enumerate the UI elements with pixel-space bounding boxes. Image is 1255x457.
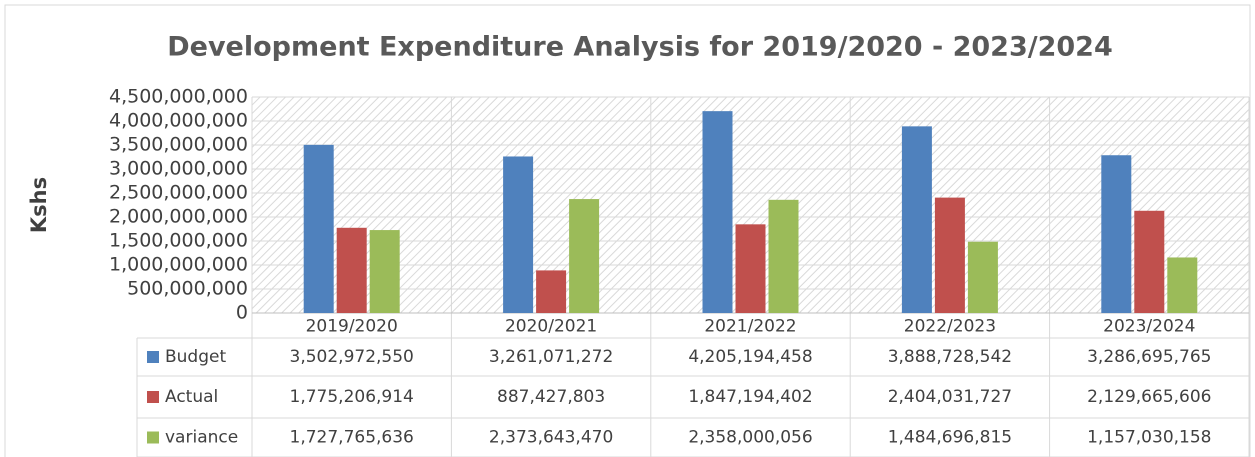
legend-label: Actual [165, 387, 218, 407]
table-value: 1,484,696,815 [888, 428, 1012, 448]
table-value: 3,286,695,765 [1087, 347, 1211, 367]
bar [901, 126, 932, 313]
bar [1101, 155, 1132, 313]
y-tick-label: 1,000,000,000 [109, 254, 248, 276]
bar [569, 199, 600, 313]
table-value: 4,205,194,458 [688, 347, 812, 367]
legend-label: Budget [165, 347, 226, 367]
table-value: 2,404,031,727 [888, 387, 1012, 407]
table-value: 2,373,643,470 [489, 428, 613, 448]
bar [303, 144, 334, 313]
y-tick-label: 0 [236, 302, 248, 324]
bar [369, 230, 400, 313]
bar [702, 111, 733, 313]
chart-title: Development Expenditure Analysis for 201… [167, 32, 1113, 63]
bar [503, 156, 534, 313]
y-tick-label: 2,500,000,000 [109, 182, 248, 204]
legend-swatch [147, 351, 159, 363]
x-tick-label: 2022/2023 [904, 317, 996, 337]
bar [1134, 210, 1165, 313]
x-tick-label: 2021/2022 [704, 317, 796, 337]
x-tick-label: 2019/2020 [306, 317, 398, 337]
table-value: 2,358,000,056 [688, 428, 812, 448]
y-tick-label: 4,500,000,000 [109, 86, 248, 108]
legend-label: variance [165, 428, 238, 448]
bar [536, 270, 567, 313]
x-tick-label: 2020/2021 [505, 317, 597, 337]
table-value: 3,888,728,542 [888, 347, 1012, 367]
bar [336, 227, 367, 313]
bar [768, 199, 799, 313]
legend-swatch [147, 391, 159, 403]
table-value: 1,157,030,158 [1087, 428, 1211, 448]
table-value: 2,129,665,606 [1087, 387, 1211, 407]
table-value: 887,427,803 [497, 387, 605, 407]
y-tick-label: 3,000,000,000 [109, 158, 248, 180]
table-value: 3,502,972,550 [290, 347, 414, 367]
table-value: 3,261,071,272 [489, 347, 613, 367]
y-axis-label: Kshs [27, 177, 51, 233]
y-tick-label: 2,000,000,000 [109, 206, 248, 228]
y-tick-label: 1,500,000,000 [109, 230, 248, 252]
y-tick-label: 500,000,000 [127, 278, 248, 300]
x-tick-label: 2023/2024 [1103, 317, 1195, 337]
bar [967, 241, 998, 313]
y-tick-label: 4,000,000,000 [109, 110, 248, 132]
y-tick-label: 3,500,000,000 [109, 134, 248, 156]
table-value: 1,727,765,636 [290, 428, 414, 448]
bar [1167, 257, 1198, 313]
table-value: 1,775,206,914 [290, 387, 414, 407]
legend-swatch [147, 431, 159, 444]
bar [735, 224, 766, 313]
bar [934, 197, 965, 313]
table-value: 1,847,194,402 [688, 387, 812, 407]
